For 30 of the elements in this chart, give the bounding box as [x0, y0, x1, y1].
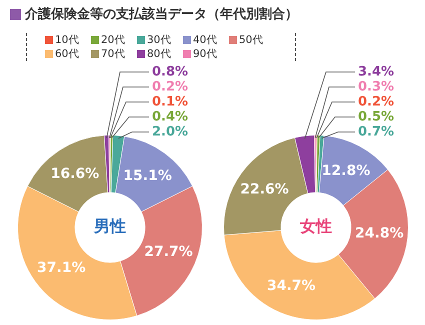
- data-label: 0.7%: [358, 124, 394, 140]
- data-label: 0.3%: [358, 79, 394, 94]
- legend-label: 90代: [192, 47, 218, 61]
- legend-label: 30代: [146, 33, 172, 47]
- data-label: 2.0%: [152, 124, 188, 140]
- legend-label: 20代: [100, 33, 126, 47]
- legend-label: 70代: [100, 47, 126, 61]
- data-label: 3.4%: [358, 64, 394, 80]
- data-label: 12.8%: [322, 162, 370, 179]
- legend-label: 40代: [192, 33, 218, 47]
- legend-label: 50代: [238, 33, 264, 47]
- slice-label: 女性: [299, 216, 332, 236]
- data-label: 0.5%: [358, 109, 394, 124]
- data-label: 15.1%: [123, 168, 172, 184]
- data-label: 0.4%: [152, 109, 188, 124]
- legend-label: 80代: [146, 47, 172, 61]
- data-label: 0.2%: [152, 79, 188, 94]
- legend-label: 60代: [54, 47, 80, 61]
- data-label: 0.1%: [152, 94, 188, 110]
- chart-title: 介護保険金等の支払該当データ（年代別割合）: [25, 6, 298, 23]
- data-label: 16.6%: [50, 166, 100, 182]
- data-label: 0.8%: [152, 64, 188, 80]
- data-label: 22.6%: [240, 182, 289, 198]
- data-label: 24.8%: [355, 226, 404, 242]
- legend-label: 10代: [54, 33, 80, 47]
- data-label: 37.1%: [37, 260, 86, 276]
- data-label: 0.2%: [358, 94, 394, 110]
- slice-label: 男性: [93, 216, 126, 236]
- data-label: 34.7%: [266, 278, 316, 294]
- data-label: 27.7%: [144, 244, 193, 260]
